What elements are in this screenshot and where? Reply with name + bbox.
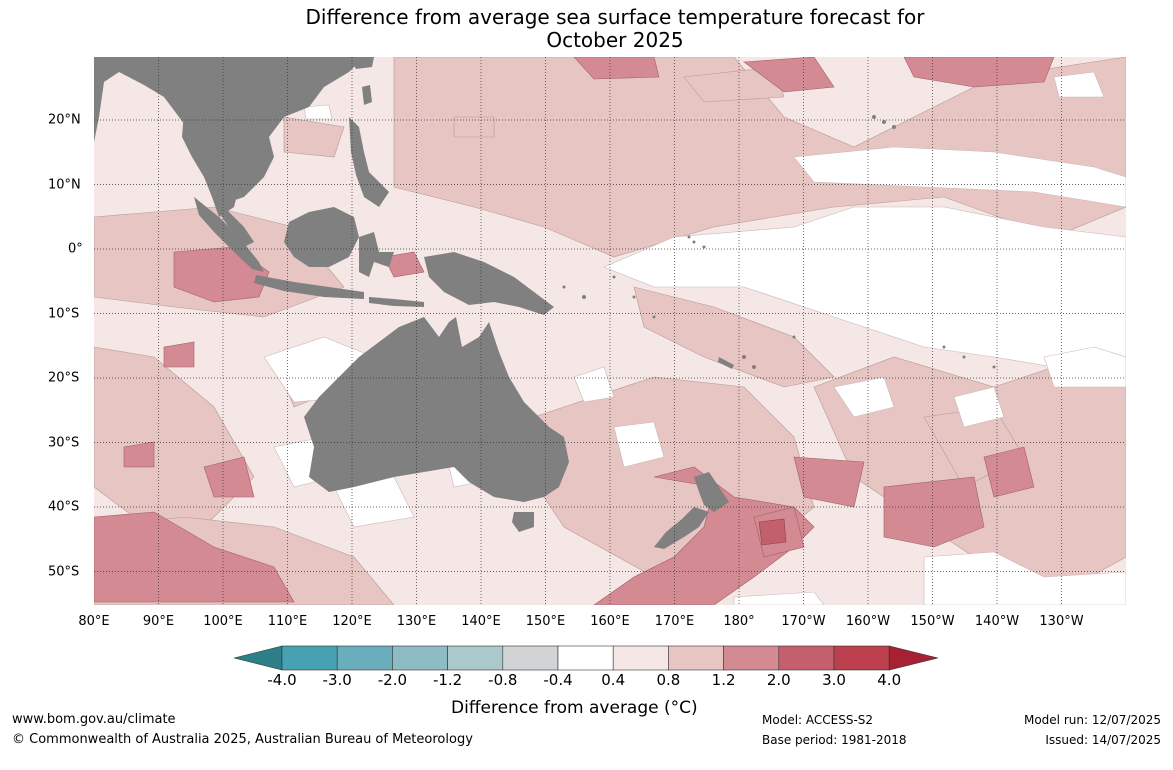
- longitude-label: 150°E: [525, 614, 566, 629]
- latitude-label: 20°S: [48, 370, 80, 386]
- pacific-islands: [562, 115, 996, 369]
- colorbar-tick-label: 0.4: [601, 671, 626, 689]
- longitude-label: 150°W: [910, 614, 955, 629]
- sumatra: [194, 197, 264, 272]
- colorbar-arrow-min: [233, 645, 283, 671]
- base-period: Base period: 1981-2018: [762, 733, 907, 747]
- longitude-label: 170°E: [654, 614, 695, 629]
- longitude-label: 180°: [723, 614, 755, 629]
- colorbar-swatch: [336, 645, 393, 671]
- colorbar-swatch: [281, 645, 338, 671]
- indochina-peninsula: [182, 112, 239, 217]
- colorbar: [233, 645, 939, 671]
- tasmania: [512, 512, 534, 532]
- new-guinea: [424, 252, 554, 315]
- longitude-label: 110°E: [267, 614, 308, 629]
- new-zealand-north-island: [694, 472, 729, 512]
- colorbar-arrow-max: [888, 645, 939, 671]
- lat-gridlines: [94, 119, 1126, 572]
- model-run-date: Model run: 12/07/2025: [1023, 713, 1161, 727]
- longitude-label: 120°E: [332, 614, 372, 629]
- map-title-line2: October 2025: [546, 28, 684, 52]
- colorbar-tick-label: 2.0: [766, 671, 791, 689]
- hainan: [262, 117, 274, 130]
- colorbar-tick-label: -0.8: [488, 671, 518, 689]
- longitude-label: 160°E: [590, 614, 630, 629]
- latitude-label: 20°N: [48, 112, 81, 128]
- colorbar-swatch: [557, 645, 614, 671]
- colorbar-swatch: [723, 645, 780, 671]
- issued-date: Issued: 14/07/2025: [1045, 733, 1161, 747]
- colorbar-swatch: [447, 645, 504, 671]
- longitude-label: 130°W: [1039, 614, 1084, 629]
- australia: [304, 317, 569, 502]
- borneo: [284, 207, 359, 267]
- japan-fragment: [349, 57, 374, 69]
- colorbar-swatch: [502, 645, 559, 671]
- longitude-label: 130°E: [396, 614, 437, 629]
- colorbar-tick-label: -1.2: [432, 671, 463, 689]
- latitude-label: 40°S: [48, 499, 80, 515]
- map-title-line1: Difference from average sea surface temp…: [305, 5, 925, 29]
- anomaly-band-3-0-to-4-0: [758, 518, 787, 546]
- colorbar-swatch: [668, 645, 724, 671]
- longitude-label: 80°E: [78, 614, 110, 629]
- new-caledonia: [718, 357, 734, 369]
- land-masses: [94, 57, 734, 549]
- colorbar-tick-label: 1.2: [711, 671, 736, 689]
- map-canvas: [94, 57, 1126, 605]
- latitude-label: 0°: [68, 241, 83, 257]
- longitude-label: 160°W: [845, 614, 891, 629]
- longitude-label: 140°W: [974, 614, 1020, 629]
- lon-gridlines: [158, 57, 1062, 605]
- colorbar-tick-label: 4.0: [877, 671, 902, 689]
- malay-peninsula: [214, 197, 254, 247]
- colorbar-swatch: [833, 645, 890, 671]
- latitude-label: 50°S: [48, 564, 80, 579]
- map-title: Difference from average sea surface temp…: [190, 6, 1040, 52]
- colorbar-tick-label: -4.0: [267, 671, 297, 689]
- colorbar-tick-label: 3.0: [822, 671, 846, 689]
- colorbar-label: Difference from average (°C): [451, 698, 698, 718]
- website-url: www.bom.gov.au/climate: [12, 712, 176, 727]
- colorbar-tick-label: 0.8: [656, 671, 681, 689]
- colorbar-swatch: [392, 645, 448, 671]
- anomaly-band-2-0-to-3-0: [94, 57, 1055, 605]
- colorbar-swatch: [778, 645, 835, 671]
- asia-mainland: [94, 57, 364, 202]
- latitude-label: 10°N: [48, 177, 81, 192]
- colorbar-tick-label: -0.4: [543, 671, 573, 689]
- longitude-label: 90°E: [142, 614, 175, 629]
- colorbar-tick-label: -3.0: [322, 671, 352, 689]
- sulawesi: [359, 232, 394, 277]
- lesser-sunda-islands: [369, 297, 424, 307]
- longitude-label: 170°W: [781, 614, 826, 629]
- java: [254, 275, 364, 299]
- new-zealand-south-island: [654, 507, 709, 549]
- colorbar-tick-label: -2.0: [377, 671, 408, 689]
- latitude-label: 30°S: [48, 435, 80, 450]
- longitude-label: 140°E: [461, 614, 501, 629]
- latitude-label: 10°S: [48, 306, 80, 321]
- sst-anomaly-map: [94, 57, 1126, 605]
- model-name: Model: ACCESS-S2: [762, 713, 874, 727]
- taiwan: [362, 85, 372, 105]
- philippines: [349, 117, 389, 207]
- colorbar-swatch: [612, 645, 669, 671]
- longitude-label: 100°E: [203, 614, 243, 629]
- copyright-notice: © Commonwealth of Australia 2025, Austra…: [12, 732, 473, 747]
